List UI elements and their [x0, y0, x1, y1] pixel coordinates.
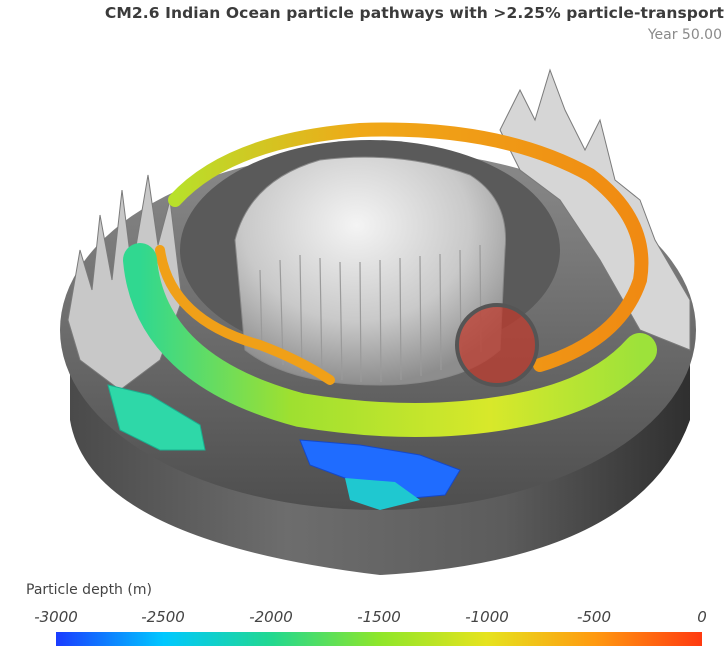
- colorbar-tick: -1500: [357, 608, 401, 626]
- ocean-3d-visualization: [60, 68, 696, 575]
- colorbar-title: Particle depth (m): [26, 582, 152, 598]
- colorbar-tick: 0: [697, 608, 707, 626]
- particle-patch-deep: [299, 439, 461, 501]
- colorbar-tick: -3000: [34, 608, 78, 626]
- colorbar-tick: -1000: [465, 608, 509, 626]
- particle-pathway-inner: [155, 245, 335, 385]
- cylinder-wall: [70, 330, 690, 575]
- colorbar-tick: -500: [576, 608, 612, 626]
- central-plateau: [234, 156, 507, 386]
- plot-title: CM2.6 Indian Ocean particle pathways wit…: [104, 4, 724, 22]
- particle-patch-cyan: [107, 384, 206, 451]
- highlight-marker: [455, 303, 539, 387]
- plateau-shadow-streaks: [259, 244, 482, 383]
- colorbar: [56, 632, 702, 646]
- year-label: Year 50.00: [647, 27, 722, 43]
- particle-patch-teal: [345, 478, 420, 510]
- colorbar-tick: -2500: [141, 608, 185, 626]
- particle-pathway-back: [168, 122, 649, 372]
- colorbar-tick: -2000: [249, 608, 293, 626]
- particle-pathway-front: [123, 243, 657, 437]
